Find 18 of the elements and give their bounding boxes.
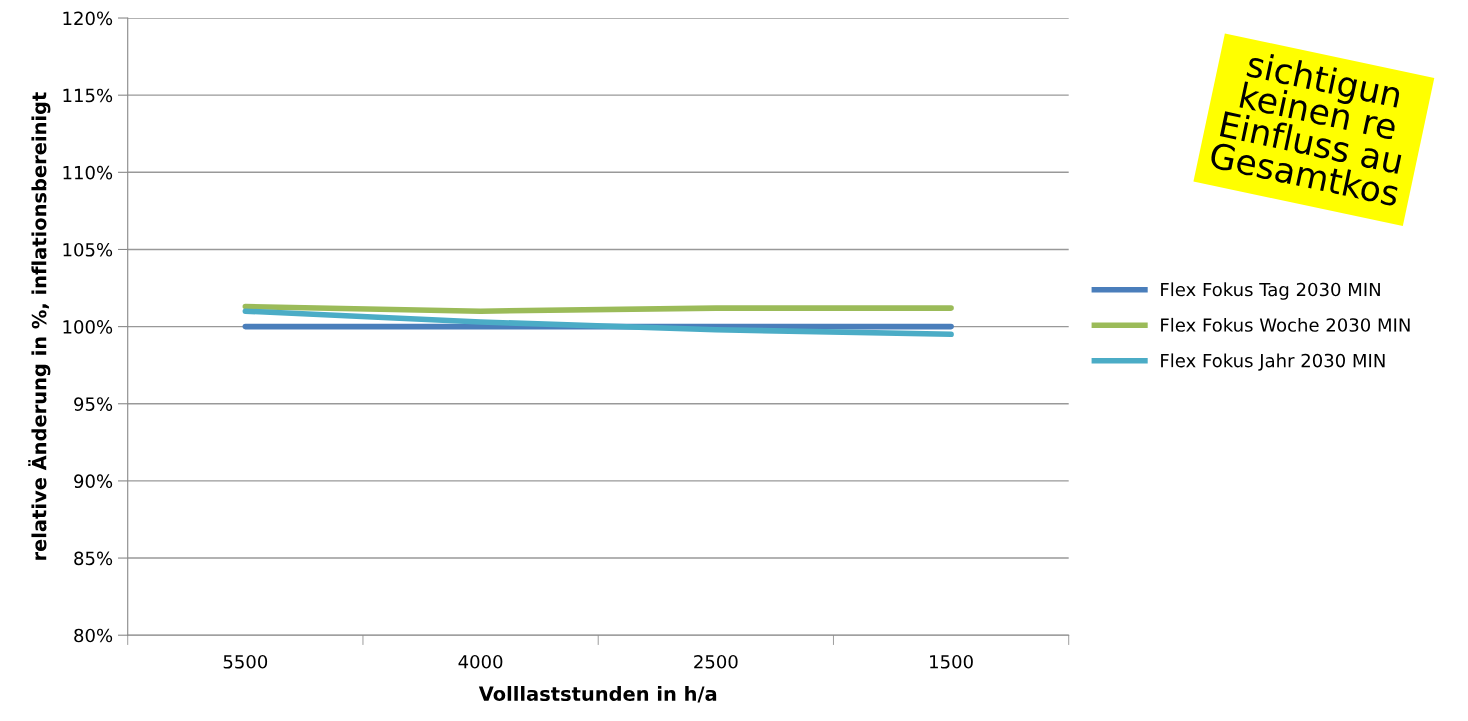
legend-label: Flex Fokus Woche 2030 MIN	[1161, 317, 1410, 332]
x-tick-label: 4000	[458, 654, 503, 669]
y-tick-label: 110%	[63, 165, 113, 180]
x-tick-label: 5500	[223, 654, 268, 669]
y-axis-title: relative Änderung in %, inflationsbereinigt	[28, 92, 51, 560]
legend-label: Flex Fokus Tag 2030 MIN	[1161, 282, 1380, 300]
y-tick-label: 95%	[74, 397, 113, 411]
x-tick-label: 1500	[930, 654, 973, 669]
y-tick-label: 105%	[63, 242, 113, 257]
y-tick-label: 80%	[74, 628, 113, 643]
y-tick-label: 120%	[63, 11, 113, 26]
y-tick-label: 90%	[74, 474, 113, 489]
y-tick-label: 85%	[74, 551, 113, 566]
legend-label: Flex Fokus Jahr 2030 MIN	[1161, 353, 1385, 371]
y-tick-label: 100%	[63, 320, 113, 334]
y-tick-label: 115%	[63, 88, 113, 103]
x-tick-label: 2500	[694, 654, 738, 669]
x-axis-title: Volllaststunden in h/a	[478, 686, 717, 703]
